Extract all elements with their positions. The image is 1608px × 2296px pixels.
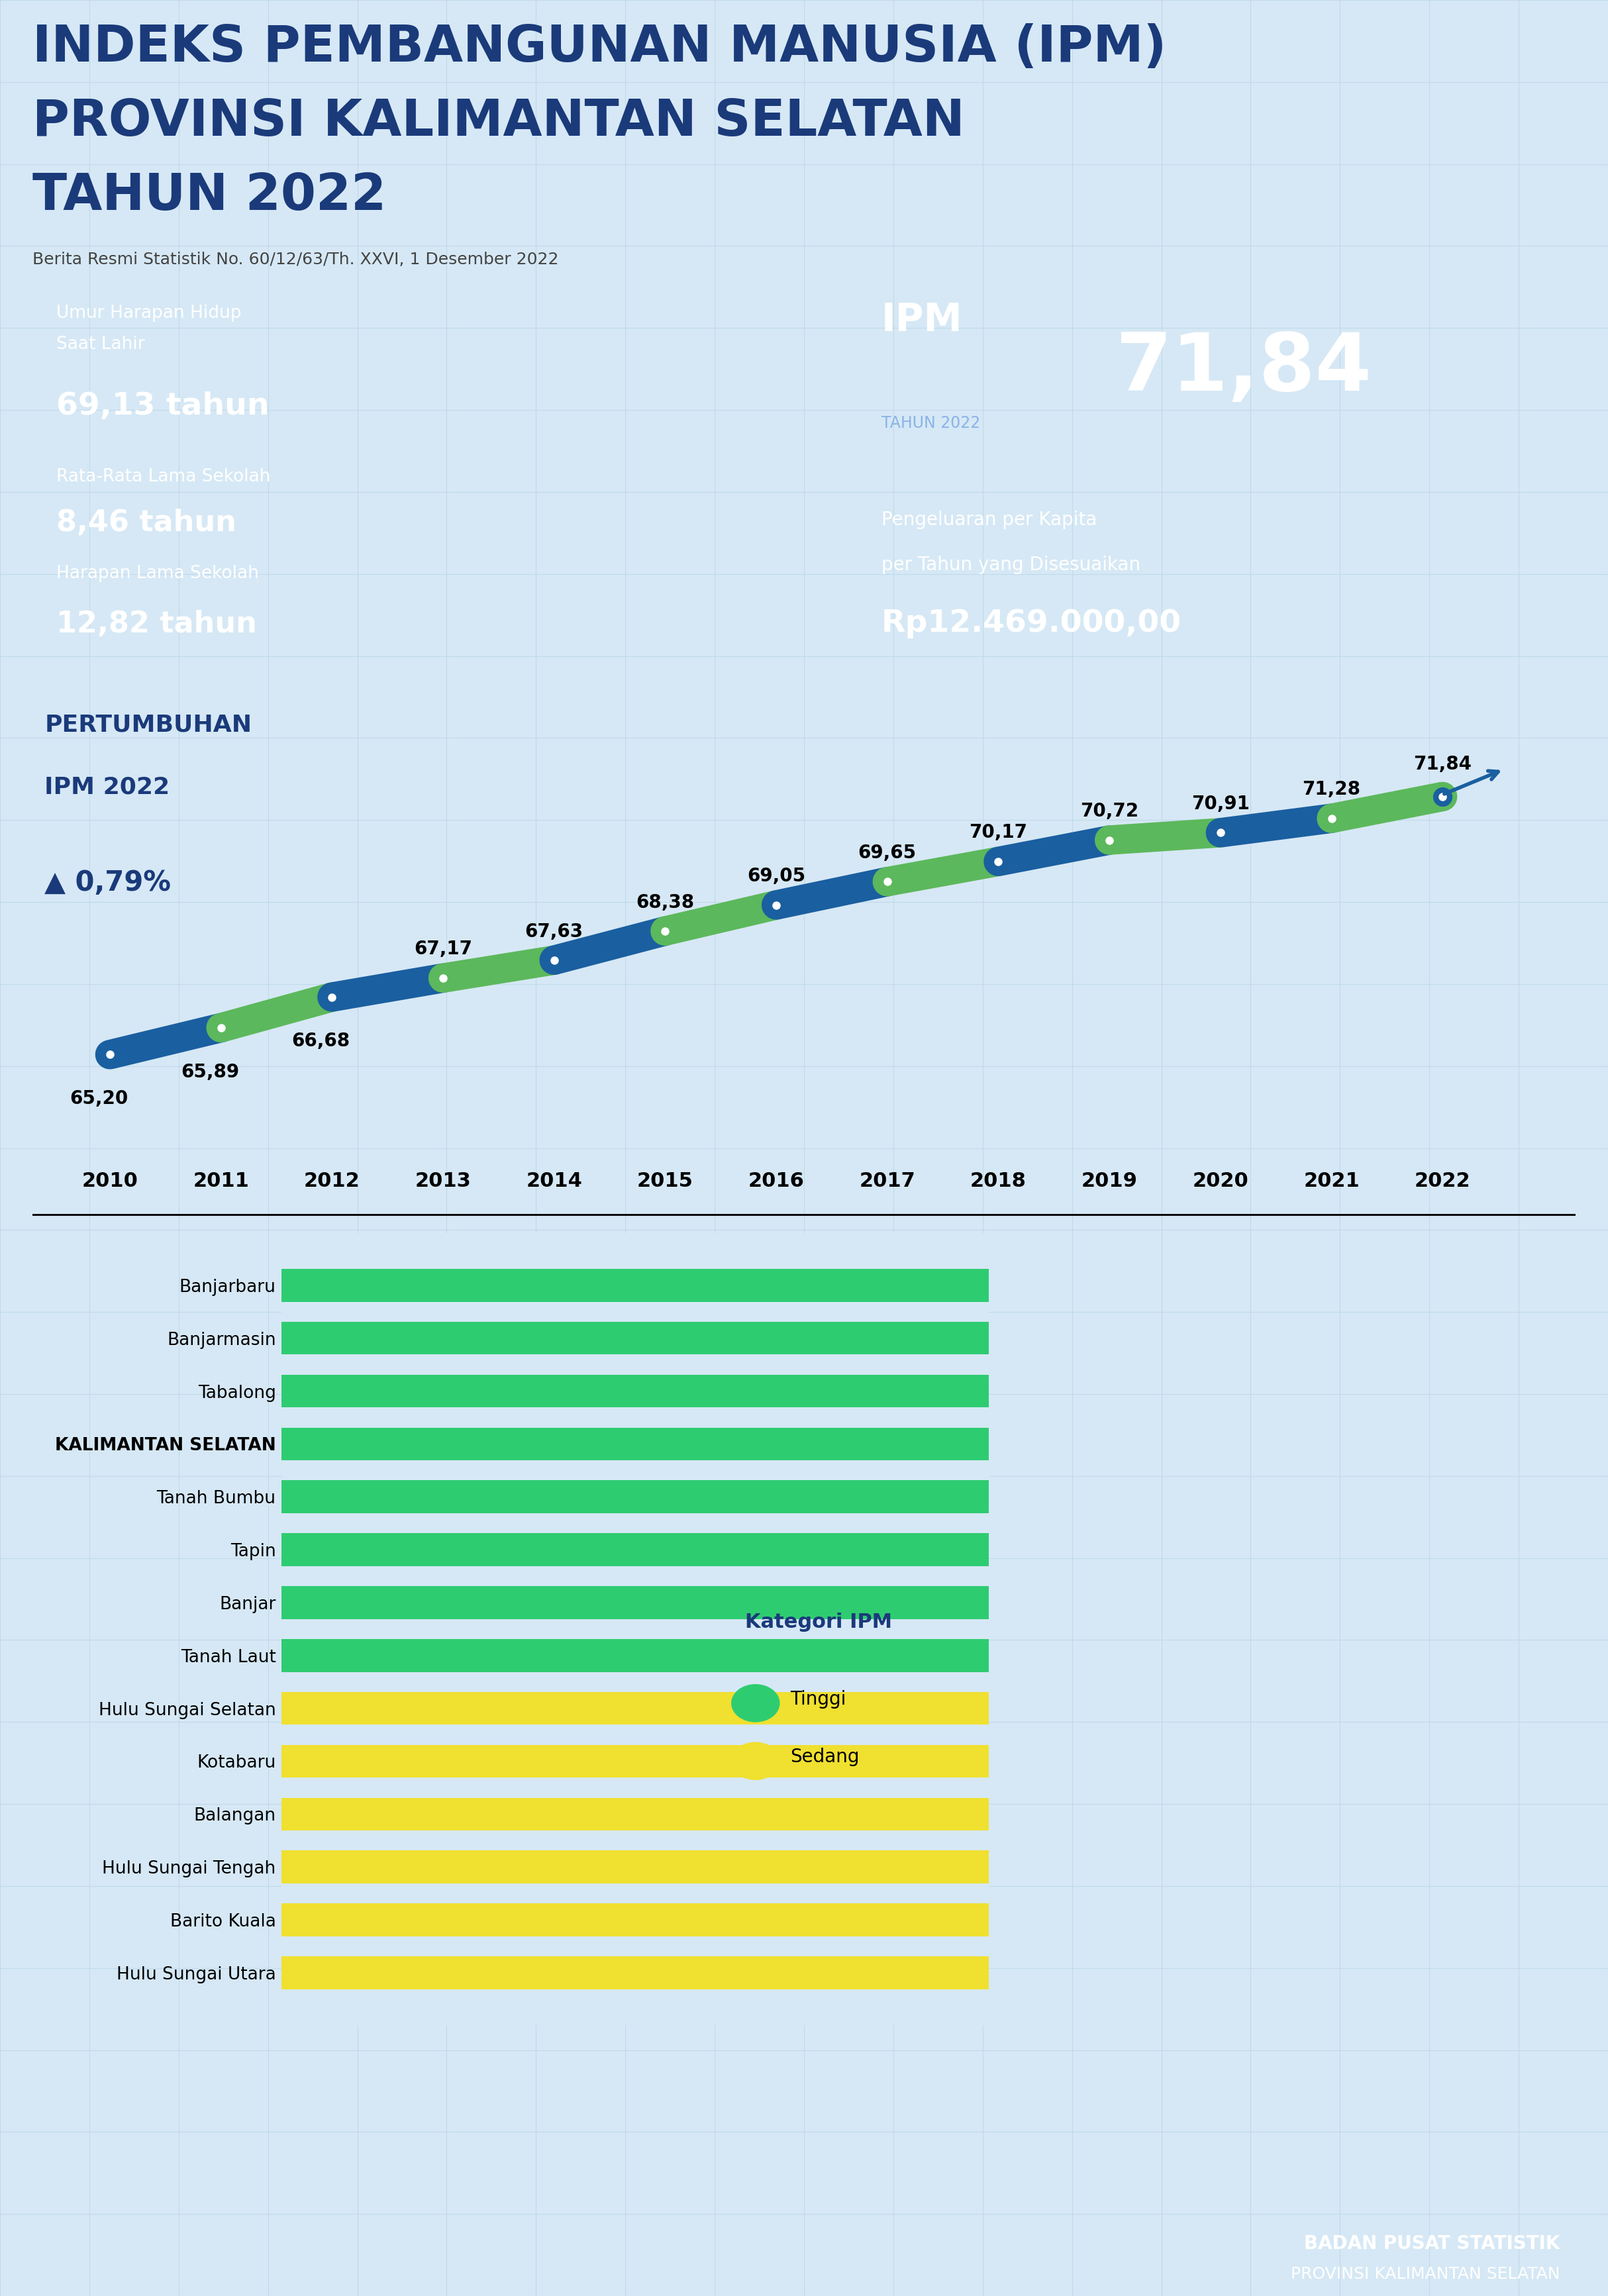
Text: 70,17: 70,17	[970, 824, 1028, 843]
Bar	[281, 1270, 1608, 1302]
Text: 71,84: 71,84	[1116, 331, 1372, 406]
Text: 67,17: 67,17	[413, 939, 473, 960]
Text: 66,68: 66,68	[291, 1031, 351, 1052]
Text: Harapan Lama Sekolah: Harapan Lama Sekolah	[56, 565, 259, 583]
Text: 68,38: 68,38	[637, 893, 695, 912]
Text: 2021: 2021	[1304, 1171, 1360, 1192]
Text: Berita Resmi Statistik No. 60/12/63/Th. XXVI, 1 Desember 2022: Berita Resmi Statistik No. 60/12/63/Th. …	[32, 253, 558, 266]
Text: Kategori IPM: Kategori IPM	[745, 1612, 892, 1632]
Text: 71,28: 71,28	[1302, 781, 1360, 799]
Text: 70,72: 70,72	[1081, 801, 1138, 820]
Text: Saat Lahir: Saat Lahir	[56, 335, 145, 354]
Text: Pengeluaran per Kapita: Pengeluaran per Kapita	[881, 510, 1097, 530]
Text: 71,84: 71,84	[1413, 755, 1471, 774]
Bar	[281, 1587, 1608, 1619]
Text: PROVINSI KALIMANTAN SELATAN: PROVINSI KALIMANTAN SELATAN	[1291, 2266, 1560, 2282]
Text: IPM: IPM	[881, 301, 963, 340]
Bar	[281, 1322, 1608, 1355]
Text: PROVINSI KALIMANTAN SELATAN: PROVINSI KALIMANTAN SELATAN	[32, 96, 965, 147]
Bar	[281, 1956, 1608, 1988]
Text: 65,89: 65,89	[180, 1063, 240, 1081]
Text: 12,82 tahun: 12,82 tahun	[56, 611, 257, 638]
Text: 2018: 2018	[970, 1171, 1026, 1192]
Text: TAHUN 2022: TAHUN 2022	[32, 172, 386, 220]
Text: 69,05: 69,05	[748, 868, 806, 886]
Circle shape	[732, 1685, 780, 1722]
Text: ▲ 0,79%: ▲ 0,79%	[45, 868, 170, 895]
Bar	[281, 1428, 1608, 1460]
Bar	[281, 1851, 1608, 1883]
Text: IPM 2022: IPM 2022	[45, 776, 170, 799]
Bar	[281, 1745, 1608, 1777]
Bar	[281, 1375, 1608, 1407]
Text: 70,91: 70,91	[1192, 794, 1249, 813]
Text: 2016: 2016	[748, 1171, 804, 1192]
Text: Sedang: Sedang	[790, 1747, 859, 1766]
Text: per Tahun yang Disesuaikan: per Tahun yang Disesuaikan	[881, 556, 1140, 574]
Text: 2014: 2014	[526, 1171, 582, 1192]
Text: 2022: 2022	[1415, 1171, 1471, 1192]
Text: 2010: 2010	[82, 1171, 138, 1192]
Text: 2017: 2017	[859, 1171, 915, 1192]
Bar	[281, 1481, 1608, 1513]
Bar	[281, 1639, 1608, 1671]
Text: 67,63: 67,63	[524, 923, 584, 941]
Text: PERTUMBUHAN: PERTUMBUHAN	[45, 714, 252, 737]
Text: 8,46 tahun: 8,46 tahun	[56, 510, 236, 537]
Text: 2013: 2013	[415, 1171, 471, 1192]
Bar	[281, 1692, 1608, 1724]
Bar	[281, 1534, 1608, 1566]
Text: Rata-Rata Lama Sekolah: Rata-Rata Lama Sekolah	[56, 468, 270, 484]
Bar	[281, 1903, 1608, 1936]
Text: 2011: 2011	[193, 1171, 249, 1192]
Text: Rp12.469.000,00: Rp12.469.000,00	[881, 608, 1182, 638]
Text: Tinggi: Tinggi	[790, 1690, 846, 1708]
Bar	[281, 1798, 1608, 1830]
Text: INDEKS PEMBANGUNAN MANUSIA (IPM): INDEKS PEMBANGUNAN MANUSIA (IPM)	[32, 23, 1166, 71]
Text: 2015: 2015	[637, 1171, 693, 1192]
Text: 65,20: 65,20	[69, 1091, 129, 1109]
Text: 69,65: 69,65	[859, 843, 917, 863]
Text: 2020: 2020	[1193, 1171, 1248, 1192]
Circle shape	[732, 1743, 780, 1779]
Text: 69,13 tahun: 69,13 tahun	[56, 393, 269, 420]
Text: BADAN PUSAT STATISTIK: BADAN PUSAT STATISTIK	[1304, 2234, 1560, 2252]
Text: TAHUN 2022: TAHUN 2022	[881, 416, 981, 432]
Text: 2012: 2012	[304, 1171, 360, 1192]
Text: 2019: 2019	[1081, 1171, 1137, 1192]
Text: Umur Harapan Hidup: Umur Harapan Hidup	[56, 305, 241, 321]
